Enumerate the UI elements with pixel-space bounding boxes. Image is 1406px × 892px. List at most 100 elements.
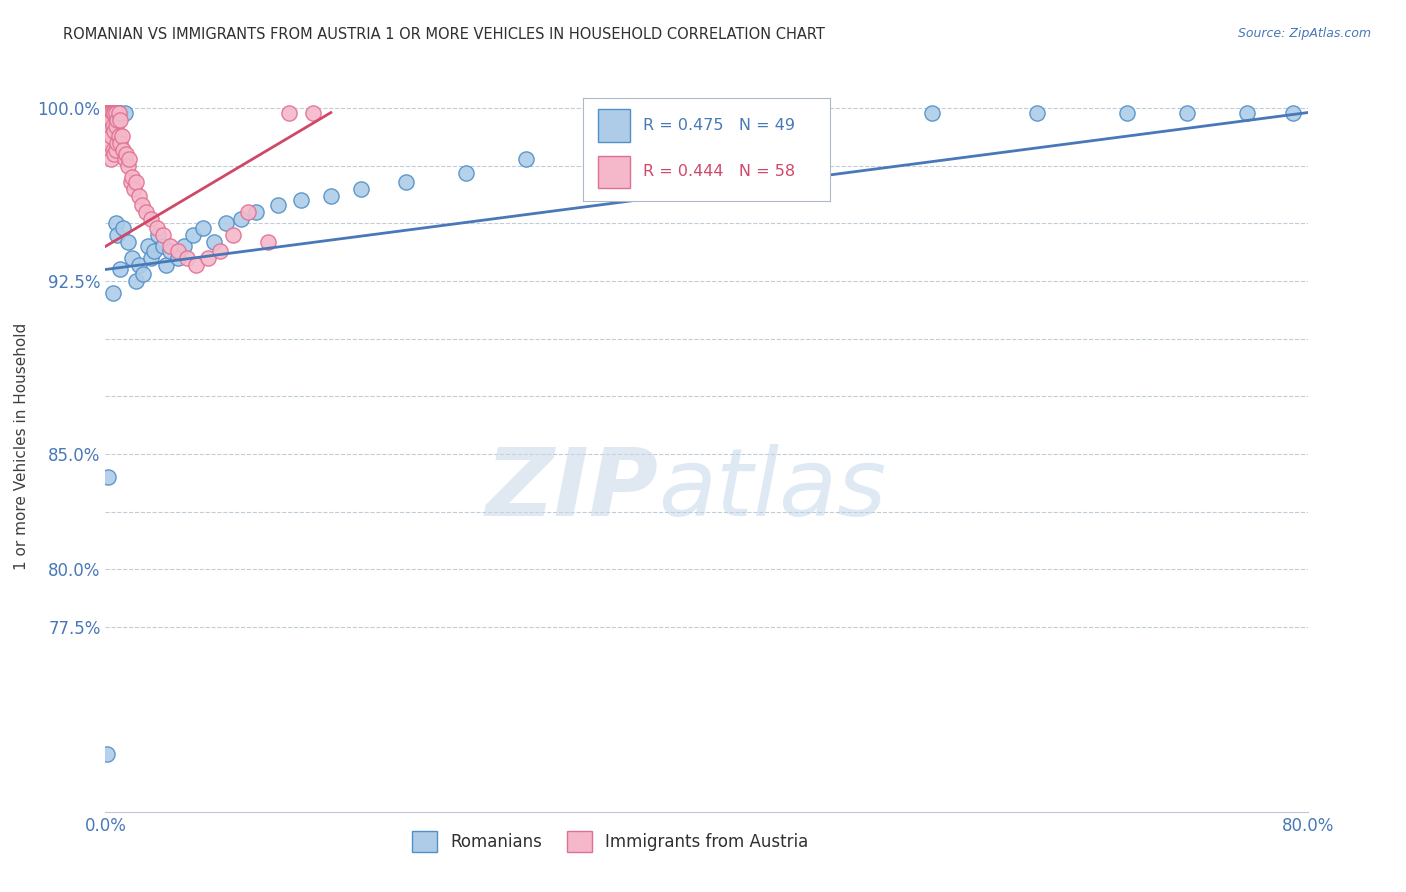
Point <box>290 194 312 208</box>
Point <box>100 128 122 143</box>
Point <box>222 227 245 242</box>
Text: R = 0.444   N = 58: R = 0.444 N = 58 <box>643 164 794 179</box>
Point <box>142 244 165 258</box>
Point <box>159 239 181 253</box>
Y-axis label: 1 or more Vehicles in Household: 1 or more Vehicles in Household <box>14 322 30 570</box>
Point <box>115 147 138 161</box>
Point <box>96 112 118 127</box>
Point <box>456 165 478 179</box>
Point <box>110 262 132 277</box>
Point <box>267 198 290 212</box>
Point <box>101 285 124 300</box>
Point <box>100 105 122 120</box>
Point <box>166 251 188 265</box>
Point <box>131 198 153 212</box>
Point <box>1026 105 1049 120</box>
Text: ROMANIAN VS IMMIGRANTS FROM AUSTRIA 1 OR MORE VEHICLES IN HOUSEHOLD CORRELATION : ROMANIAN VS IMMIGRANTS FROM AUSTRIA 1 OR… <box>63 27 825 42</box>
FancyBboxPatch shape <box>599 110 630 142</box>
Point <box>114 105 136 120</box>
Point <box>395 175 418 189</box>
Point <box>110 105 132 120</box>
Point <box>118 152 141 166</box>
Point <box>155 258 177 272</box>
Point <box>725 120 748 134</box>
Point <box>256 235 278 249</box>
Point <box>1236 105 1258 120</box>
Point <box>245 204 267 219</box>
Point <box>139 251 162 265</box>
Point <box>120 175 142 189</box>
Point <box>117 235 139 249</box>
Point <box>1177 105 1199 120</box>
Point <box>101 143 124 157</box>
Point <box>173 239 195 253</box>
Point <box>197 251 219 265</box>
Point <box>128 188 150 202</box>
Point <box>124 175 146 189</box>
Point <box>124 274 146 288</box>
Point <box>181 227 204 242</box>
Point <box>103 105 125 120</box>
Point <box>104 105 127 120</box>
Point <box>277 105 299 120</box>
Point <box>98 105 121 120</box>
Point <box>117 159 139 173</box>
Point <box>136 239 159 253</box>
Text: Source: ZipAtlas.com: Source: ZipAtlas.com <box>1237 27 1371 40</box>
Point <box>159 244 181 258</box>
Point <box>103 147 125 161</box>
Point <box>208 244 231 258</box>
Point <box>96 124 118 138</box>
Point <box>104 216 127 230</box>
Point <box>1116 105 1139 120</box>
Point <box>350 182 373 196</box>
Point <box>238 204 260 219</box>
Point <box>98 124 121 138</box>
Point <box>108 128 131 143</box>
Point <box>146 227 169 242</box>
Point <box>97 105 120 120</box>
Text: atlas: atlas <box>658 444 887 535</box>
Point <box>135 204 157 219</box>
Point <box>107 136 129 150</box>
Point <box>184 258 207 272</box>
Point <box>128 258 150 272</box>
Point <box>104 120 127 134</box>
Point <box>97 120 120 134</box>
Point <box>214 216 236 230</box>
Legend: Romanians, Immigrants from Austria: Romanians, Immigrants from Austria <box>405 824 815 858</box>
Point <box>605 143 627 157</box>
Point <box>100 105 122 120</box>
Point <box>103 105 125 120</box>
Point <box>98 105 121 120</box>
Point <box>121 251 143 265</box>
Point <box>100 112 122 127</box>
Point <box>96 105 118 120</box>
Point <box>108 105 131 120</box>
Point <box>166 244 188 258</box>
Point <box>229 211 252 226</box>
Point <box>107 227 129 242</box>
Point <box>114 152 136 166</box>
Point <box>145 221 167 235</box>
Point <box>96 105 118 120</box>
Point <box>111 128 134 143</box>
Point <box>101 105 124 120</box>
Point <box>107 112 129 127</box>
Point <box>515 152 537 166</box>
Point <box>110 136 132 150</box>
Point <box>1281 105 1303 120</box>
Point <box>921 105 943 120</box>
Point <box>100 152 122 166</box>
Text: ZIP: ZIP <box>485 444 658 536</box>
Point <box>301 105 323 120</box>
Point <box>101 120 124 134</box>
Point <box>98 105 121 120</box>
Point <box>152 239 174 253</box>
Point <box>103 124 125 138</box>
FancyBboxPatch shape <box>599 155 630 188</box>
Text: R = 0.475   N = 49: R = 0.475 N = 49 <box>643 119 794 133</box>
Point <box>112 221 135 235</box>
Point <box>319 188 342 202</box>
Point <box>112 143 135 157</box>
